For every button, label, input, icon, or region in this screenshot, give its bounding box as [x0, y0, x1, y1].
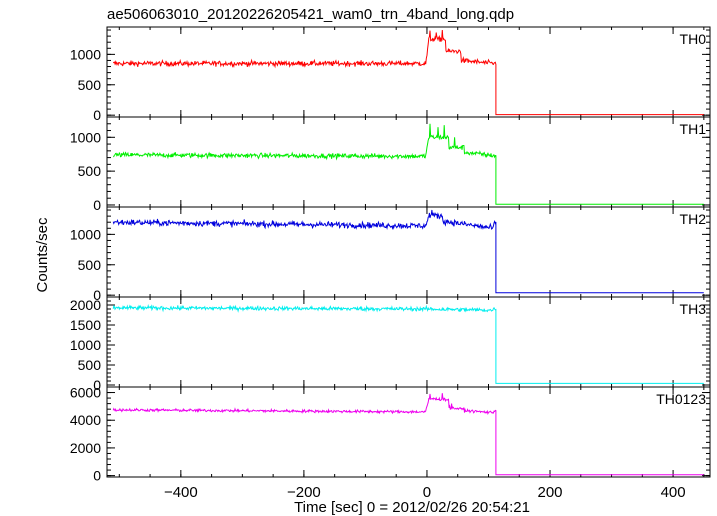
panels: 0 500 1000 TH0 0 500 1000 TH1 0 500 1000 TH2 0 500 100… [70, 26, 711, 484]
x-tick-label: 400 [661, 484, 686, 501]
panel-th0123: 0 2000 4000 6000 TH0123 [70, 385, 711, 484]
y-tick-label: 0 [93, 377, 101, 393]
series-line-th0 [112, 29, 704, 116]
y-tick-label: 0 [93, 197, 101, 213]
series-label-th3: TH3 [680, 301, 707, 317]
panel-th2: 0 500 1000 TH2 [70, 206, 711, 303]
series-line-th2 [112, 209, 704, 294]
series-label-th1: TH1 [680, 121, 707, 137]
x-axis: −400 −200 0 200 400 [164, 484, 686, 501]
panel-th1: 0 500 1000 TH1 [70, 116, 711, 213]
series-line-th1 [113, 123, 704, 205]
series-label-th2: TH2 [680, 211, 707, 227]
series-line-th3 [112, 304, 704, 384]
x-tick-label: −400 [164, 484, 198, 501]
chart-title: ae506063010_20120226205421_wam0_trn_4ban… [107, 6, 514, 23]
panel-frame [106, 296, 711, 388]
y-tick-label: 6000 [70, 385, 101, 401]
y-tick-label: 500 [78, 77, 102, 93]
panel-th3: 0 500 1000 1500 2000 TH3 [70, 296, 711, 393]
series-line-th0123 [112, 393, 704, 476]
y-tick-label: 2000 [70, 440, 101, 456]
y-axis-label: Counts/sec [34, 217, 51, 293]
y-tick-label: 500 [78, 257, 102, 273]
x-tick-label: 0 [423, 484, 431, 501]
y-tick-label: 1000 [70, 129, 101, 145]
y-tick-label: 1500 [70, 317, 101, 333]
y-tick-label: 0 [93, 107, 101, 123]
panel-frame [106, 386, 711, 478]
y-tick-label: 0 [93, 468, 101, 484]
series-label-th0123: TH0123 [656, 391, 706, 407]
y-tick-label: 1000 [70, 337, 101, 353]
x-axis-label: Time [sec] 0 = 2012/02/26 20:54:21 [294, 499, 530, 516]
panel-th0: 0 500 1000 TH0 [70, 26, 711, 123]
panel-frame [106, 206, 711, 298]
series-label-th0: TH0 [680, 31, 707, 47]
panel-frame [106, 116, 711, 208]
y-tick-label: 1000 [70, 46, 101, 62]
y-tick-label: 2000 [70, 297, 101, 313]
y-tick-label: 4000 [70, 412, 101, 428]
panel-frame [106, 26, 711, 118]
x-tick-label: −200 [287, 484, 321, 501]
x-tick-label: 200 [538, 484, 563, 501]
y-tick-label: 500 [78, 357, 102, 373]
y-tick-label: 0 [93, 287, 101, 303]
y-tick-label: 1000 [70, 226, 101, 242]
y-tick-label: 500 [78, 163, 102, 179]
